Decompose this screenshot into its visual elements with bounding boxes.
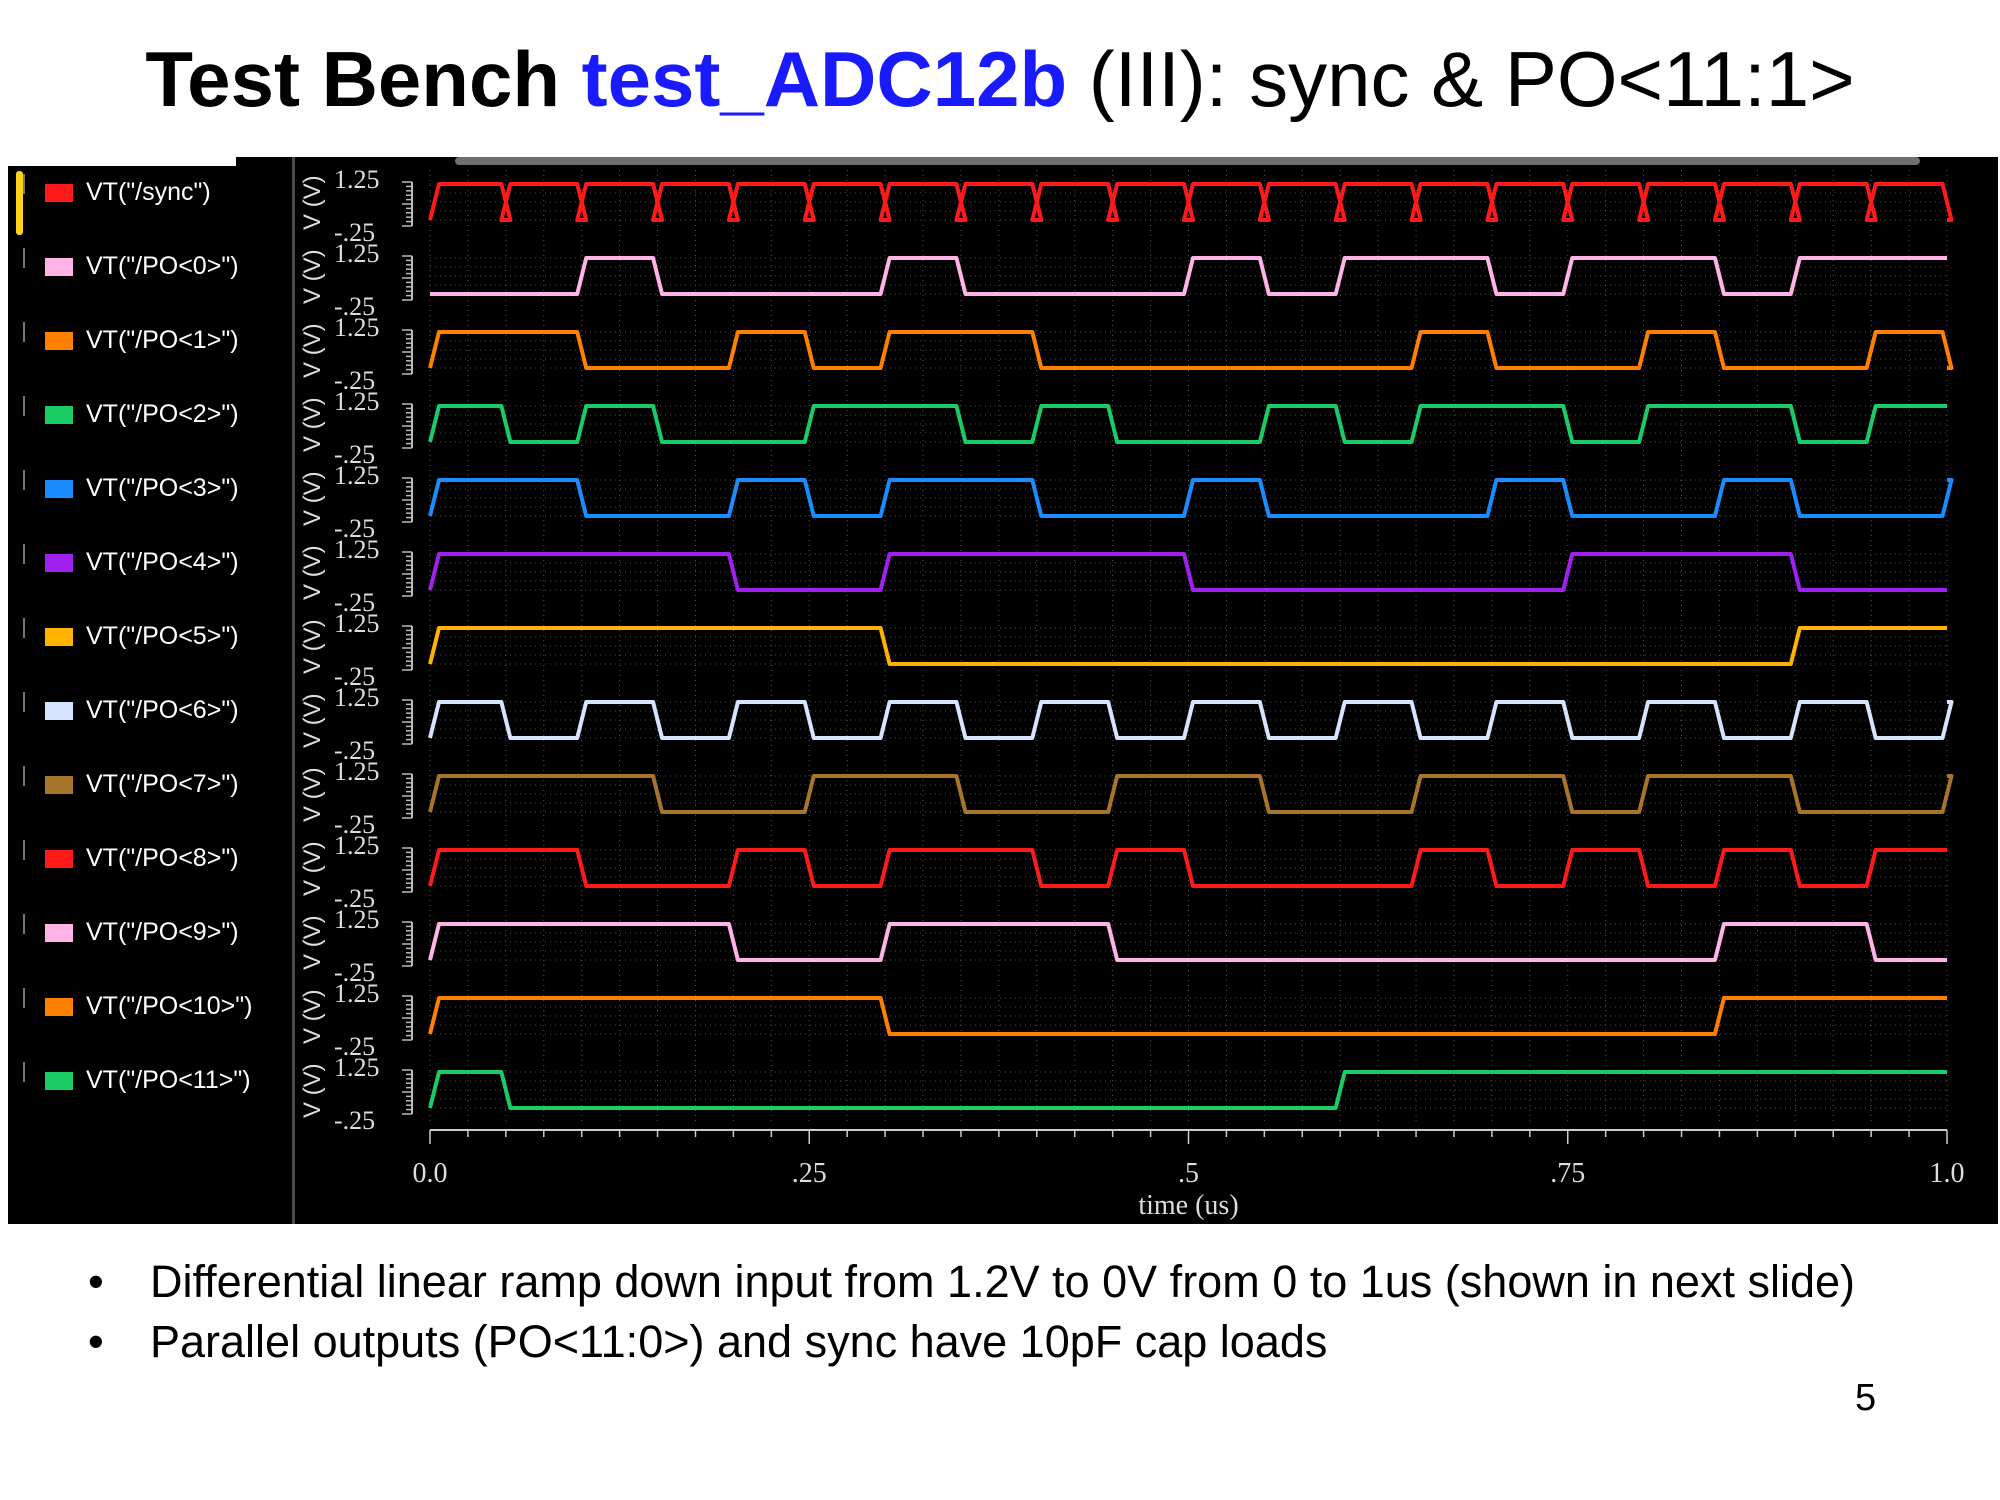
waveform-series bbox=[428, 922, 1947, 962]
legend-swatch bbox=[45, 406, 73, 424]
waveform-series bbox=[428, 182, 1954, 222]
y-tick-label: 1.25 bbox=[334, 683, 380, 712]
y-axis-label: V (V) bbox=[299, 249, 326, 304]
waveform-series bbox=[428, 330, 1954, 370]
legend-label: VT("/PO<9>") bbox=[86, 918, 239, 946]
y-tick-label: 1.25 bbox=[334, 313, 380, 342]
legend-swatch bbox=[45, 998, 73, 1016]
waveform-series bbox=[428, 774, 1954, 814]
y-tick-label: -.25 bbox=[334, 1106, 375, 1135]
legend-swatch bbox=[45, 776, 73, 794]
x-tick-label: .25 bbox=[792, 1158, 827, 1189]
y-axis-label: V (V) bbox=[299, 767, 326, 822]
legend-divider bbox=[292, 157, 295, 1224]
y-tick-label: -.25 bbox=[334, 884, 375, 913]
waveform-series bbox=[430, 256, 1947, 296]
bullet-item: Parallel outputs (PO<11:0>) and sync hav… bbox=[80, 1312, 1860, 1372]
legend-swatch bbox=[45, 702, 73, 720]
x-tick-label: .75 bbox=[1550, 1158, 1585, 1189]
waveform-viewer bbox=[8, 157, 1998, 1224]
y-tick-label: -.25 bbox=[334, 736, 375, 765]
y-axis-label: V (V) bbox=[299, 1063, 326, 1118]
waveform-series bbox=[428, 552, 1947, 592]
legend-label: VT("/PO<1>") bbox=[86, 326, 239, 354]
y-axis-label: V (V) bbox=[299, 841, 326, 896]
waveform-series bbox=[428, 848, 1947, 888]
legend-swatch bbox=[45, 1072, 73, 1090]
waveform-series bbox=[428, 626, 1947, 666]
y-tick-label: 1.25 bbox=[334, 239, 380, 268]
bullet-list: Differential linear ramp down input from… bbox=[80, 1252, 1860, 1372]
y-tick-label: -.25 bbox=[334, 514, 375, 543]
y-tick-label: -.25 bbox=[334, 958, 375, 987]
x-tick-label: 1.0 bbox=[1930, 1158, 1965, 1189]
y-axis-label: V (V) bbox=[299, 397, 326, 452]
legend-swatch bbox=[45, 850, 73, 868]
page-number: 5 bbox=[1855, 1377, 1877, 1419]
y-axis-label: V (V) bbox=[299, 545, 326, 600]
y-tick-label: -.25 bbox=[334, 588, 375, 617]
legend-selection-marker bbox=[16, 171, 23, 235]
y-tick-label: 1.25 bbox=[334, 609, 380, 638]
legend-swatch bbox=[45, 332, 73, 350]
legend-label: VT("/PO<8>") bbox=[86, 844, 239, 872]
slide-title: Test Bench test_ADC12b (III): sync & PO<… bbox=[0, 34, 2000, 124]
y-tick-label: -.25 bbox=[334, 810, 375, 839]
y-tick-label: -.25 bbox=[334, 662, 375, 691]
legend-label: VT("/PO<5>") bbox=[86, 622, 239, 650]
x-tick-label: 0.0 bbox=[413, 1158, 448, 1189]
legend-label: VT("/PO<7>") bbox=[86, 770, 239, 798]
y-tick-label: -.25 bbox=[334, 1032, 375, 1061]
y-tick-label: 1.25 bbox=[334, 461, 380, 490]
y-axis-label: V (V) bbox=[299, 471, 326, 526]
legend-label: VT("/PO<11>") bbox=[86, 1066, 251, 1094]
y-tick-label: 1.25 bbox=[334, 757, 380, 786]
legend-label: VT("/sync") bbox=[86, 178, 211, 206]
y-tick-label: 1.25 bbox=[334, 905, 380, 934]
x-tick-label: .5 bbox=[1178, 1158, 1199, 1189]
legend-swatch bbox=[45, 258, 73, 276]
title-subtitle: (III): sync & PO<11:1> bbox=[1067, 35, 1855, 123]
legend-swatch bbox=[45, 924, 73, 942]
y-tick-label: 1.25 bbox=[334, 165, 380, 194]
waveform-series bbox=[428, 478, 1954, 518]
legend-swatch bbox=[45, 554, 73, 572]
y-tick-label: -.25 bbox=[334, 440, 375, 469]
legend-swatch bbox=[45, 184, 73, 202]
x-axis-label: time (us) bbox=[1138, 1190, 1238, 1221]
legend-label: VT("/PO<4>") bbox=[86, 548, 239, 576]
y-axis-label: V (V) bbox=[299, 693, 326, 748]
bullet-item: Differential linear ramp down input from… bbox=[80, 1252, 1860, 1312]
y-tick-label: 1.25 bbox=[334, 387, 380, 416]
title-module-name: test_ADC12b bbox=[581, 35, 1068, 123]
y-tick-label: 1.25 bbox=[334, 1053, 380, 1082]
y-axis-label: V (V) bbox=[299, 619, 326, 674]
y-axis-label: V (V) bbox=[299, 175, 326, 230]
y-tick-label: -.25 bbox=[334, 218, 375, 247]
plot-scroll-bar[interactable] bbox=[455, 157, 1920, 165]
waveform-series bbox=[428, 1070, 1947, 1110]
legend-label: VT("/PO<10>") bbox=[86, 992, 252, 1020]
y-axis-label: V (V) bbox=[299, 323, 326, 378]
y-tick-label: 1.25 bbox=[334, 535, 380, 564]
legend-swatch bbox=[45, 628, 73, 646]
waveform-series bbox=[428, 700, 1954, 740]
legend-tab bbox=[8, 150, 236, 166]
y-tick-label: 1.25 bbox=[334, 979, 380, 1008]
y-tick-label: -.25 bbox=[334, 292, 375, 321]
y-axis-label: V (V) bbox=[299, 915, 326, 970]
waveform-series bbox=[428, 404, 1947, 444]
y-tick-label: 1.25 bbox=[334, 831, 380, 860]
legend-label: VT("/PO<2>") bbox=[86, 400, 239, 428]
legend-label: VT("/PO<3>") bbox=[86, 474, 239, 502]
y-axis-label: V (V) bbox=[299, 989, 326, 1044]
legend-label: VT("/PO<0>") bbox=[86, 252, 239, 280]
title-test-bench: Test Bench bbox=[145, 35, 582, 123]
waveform-series bbox=[428, 996, 1947, 1036]
legend-swatch bbox=[45, 480, 73, 498]
legend-label: VT("/PO<6>") bbox=[86, 696, 239, 724]
y-tick-label: -.25 bbox=[334, 366, 375, 395]
